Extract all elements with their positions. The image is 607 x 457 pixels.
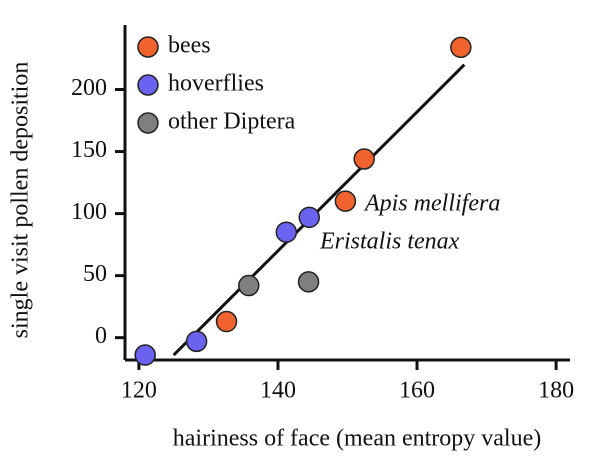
legend-label: other Diptera bbox=[168, 109, 296, 135]
x-tick-label: 120 bbox=[121, 378, 157, 404]
y-tick-label: 100 bbox=[71, 199, 107, 225]
y-tick-label: 0 bbox=[95, 323, 107, 349]
legend-label: bees bbox=[168, 33, 211, 59]
legend-marker bbox=[137, 36, 159, 58]
point bbox=[238, 274, 260, 297]
y-tick-label: 50 bbox=[83, 261, 107, 287]
x-axis-label: hairiness of face (mean entropy value) bbox=[173, 426, 542, 452]
point bbox=[134, 344, 156, 366]
point bbox=[275, 221, 298, 243]
point bbox=[334, 190, 357, 212]
point bbox=[215, 310, 238, 333]
point bbox=[297, 271, 320, 293]
x-tick-label: 180 bbox=[538, 378, 574, 404]
annotation: Eristalis tenax bbox=[319, 229, 460, 255]
legend-marker bbox=[137, 112, 159, 134]
point bbox=[298, 206, 321, 229]
y-tick-label: 200 bbox=[71, 75, 107, 101]
legend-marker bbox=[137, 74, 159, 96]
point bbox=[353, 148, 375, 170]
annotation: Apis mellifera bbox=[363, 191, 500, 217]
y-tick-label: 150 bbox=[71, 137, 107, 163]
point bbox=[450, 36, 472, 59]
y-axis-label: single visit pollen deposition bbox=[8, 62, 34, 339]
x-tick-label: 160 bbox=[399, 378, 435, 404]
point bbox=[185, 330, 208, 353]
legend-label: hoverflies bbox=[168, 71, 264, 97]
fit-line bbox=[172, 63, 466, 357]
x-tick-label: 140 bbox=[260, 378, 296, 404]
